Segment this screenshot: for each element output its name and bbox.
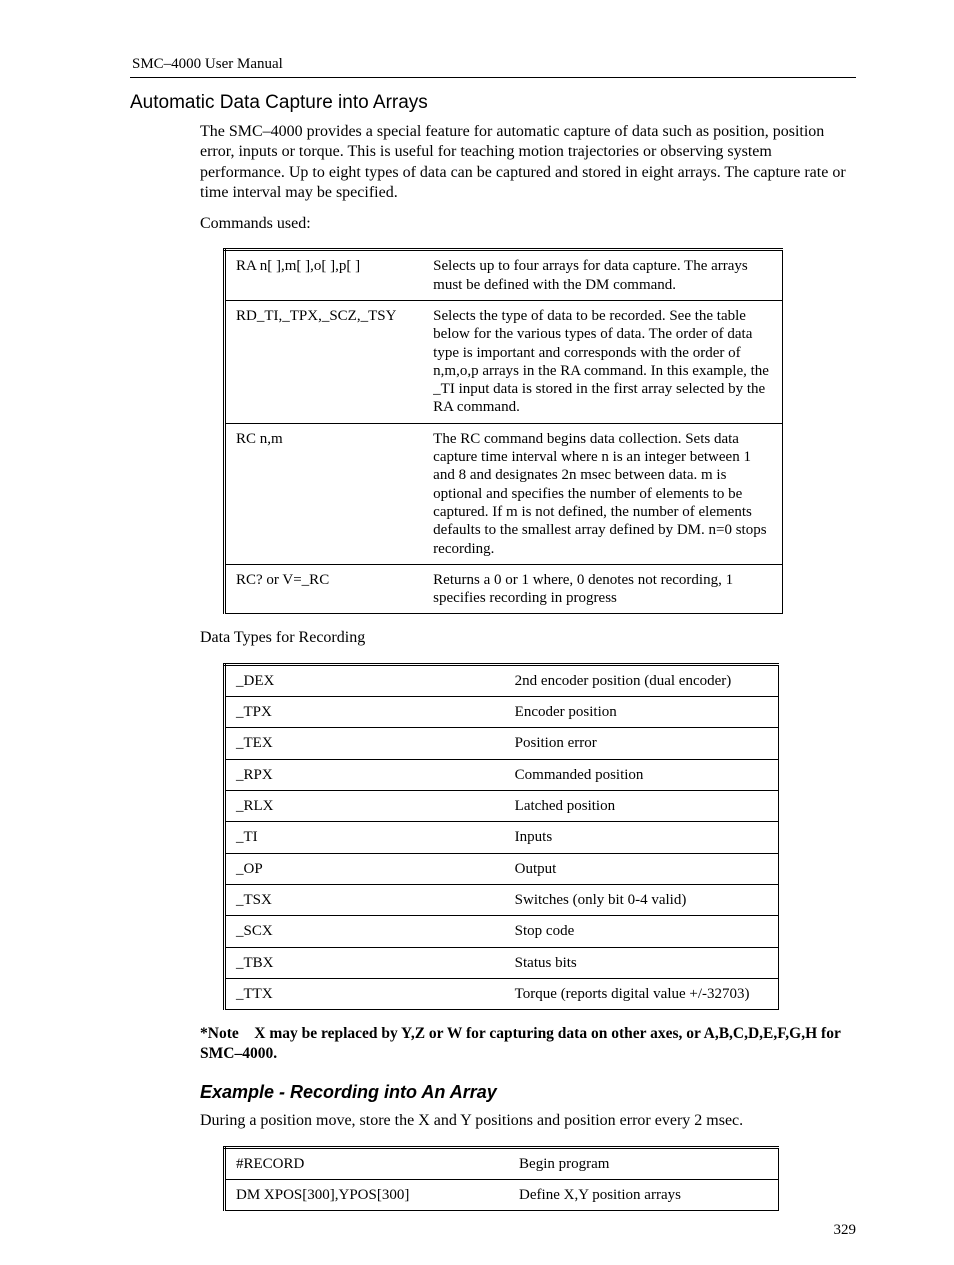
code-cell: _TBX [225,947,505,978]
commands-table: RA n[ ],m[ ],o[ ],p[ ]Selects up to four… [223,248,783,614]
commands-used-label: Commands used: [200,214,856,234]
code-cell: _RLX [225,791,505,822]
code-cell: _RPX [225,759,505,790]
code-cell: _OP [225,853,505,884]
intro-paragraph: The SMC–4000 provides a special feature … [200,122,856,204]
table-row: _TSXSwitches (only bit 0-4 valid) [225,884,779,915]
table-row: _TIInputs [225,822,779,853]
description-cell: Stop code [505,916,779,947]
table-row: _RPXCommanded position [225,759,779,790]
description-cell: Encoder position [505,697,779,728]
command-cell: RC? or V=_RC [225,564,424,614]
command-cell: RD_TI,_TPX,_SCZ,_TSY [225,300,424,423]
command-cell: RA n[ ],m[ ],o[ ],p[ ] [225,250,424,301]
table-row: #RECORDBegin program [225,1147,779,1179]
description-cell: The RC command begins data collection. S… [423,423,782,564]
table-row: DM XPOS[300],YPOS[300]Define X,Y positio… [225,1180,779,1211]
code-cell: _TTX [225,978,505,1009]
table-row: _TBXStatus bits [225,947,779,978]
section-title: Automatic Data Capture into Arrays [130,92,856,114]
code-cell: _TEX [225,728,505,759]
table-row: _RLXLatched position [225,791,779,822]
description-cell: Latched position [505,791,779,822]
code-cell: _TSX [225,884,505,915]
note-prefix: *Note [200,1025,254,1042]
data-types-label: Data Types for Recording [200,628,856,648]
code-cell: _TI [225,822,505,853]
description-cell: Status bits [505,947,779,978]
description-cell: Position error [505,728,779,759]
table-row: _SCXStop code [225,916,779,947]
head-rule [130,77,856,78]
code-cell: _DEX [225,664,505,696]
description-cell: Selects the type of data to be recorded.… [423,300,782,423]
table-row: RA n[ ],m[ ],o[ ],p[ ]Selects up to four… [225,250,783,301]
table-row: _TEXPosition error [225,728,779,759]
command-cell: RC n,m [225,423,424,564]
description-cell: Begin program [509,1147,778,1179]
table-row: _TPXEncoder position [225,697,779,728]
description-cell: Switches (only bit 0-4 valid) [505,884,779,915]
table-row: RC n,mThe RC command begins data collect… [225,423,783,564]
code-cell: #RECORD [225,1147,510,1179]
description-cell: Selects up to four arrays for data captu… [423,250,782,301]
table-row: RD_TI,_TPX,_SCZ,_TSYSelects the type of … [225,300,783,423]
description-cell: Returns a 0 or 1 where, 0 denotes not re… [423,564,782,614]
table-row: _DEX2nd encoder position (dual encoder) [225,664,779,696]
note-text: X may be replaced by Y,Z or W for captur… [200,1025,841,1062]
table-row: _OPOutput [225,853,779,884]
description-cell: Commanded position [505,759,779,790]
page-number: 329 [834,1222,857,1239]
code-cell: DM XPOS[300],YPOS[300] [225,1180,510,1211]
data-types-table: _DEX2nd encoder position (dual encoder)_… [223,663,779,1010]
table-row: _TTXTorque (reports digital value +/-327… [225,978,779,1009]
table-row: RC? or V=_RCReturns a 0 or 1 where, 0 de… [225,564,783,614]
description-cell: Inputs [505,822,779,853]
description-cell: Define X,Y position arrays [509,1180,778,1211]
description-cell: 2nd encoder position (dual encoder) [505,664,779,696]
example-intro: During a position move, store the X and … [200,1111,856,1131]
description-cell: Torque (reports digital value +/-32703) [505,978,779,1009]
example-title: Example - Recording into An Array [200,1082,856,1103]
record-table: #RECORDBegin programDM XPOS[300],YPOS[30… [223,1146,779,1212]
note-block: *Note X may be replaced by Y,Z or W for … [200,1024,856,1064]
running-head: SMC–4000 User Manual [132,56,856,73]
code-cell: _TPX [225,697,505,728]
code-cell: _SCX [225,916,505,947]
description-cell: Output [505,853,779,884]
